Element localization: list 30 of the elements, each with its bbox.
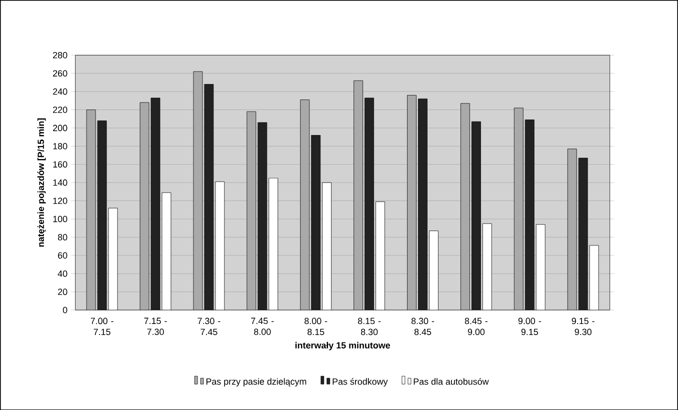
y-tick-label: 20: [58, 288, 68, 295]
x-tick-label: 8.45 - 9.00: [464, 318, 488, 335]
x-tick-label: 9.00 - 9.15: [518, 318, 541, 335]
y-tick-label: 180: [53, 142, 68, 150]
y-tick-label: 60: [58, 252, 68, 258]
y-tick-label: 220: [53, 106, 68, 113]
y-tick-label: 140: [53, 179, 68, 186]
x-tick-label: 7.45 - 8.00: [251, 318, 274, 335]
y-tick-label: 200: [53, 124, 68, 132]
y-axis-title: natężenie pojazdów [P/15 min]: [37, 118, 46, 247]
x-tick-label: 8.15 - 8.30: [358, 318, 381, 335]
x-tick-label: 8.00 - 8.15: [304, 318, 328, 335]
y-tick-label: 0: [62, 306, 68, 314]
x-tick-label: 7.15 - 7.30: [144, 318, 167, 335]
y-tick-label: 260: [53, 70, 68, 76]
y-tick-label: 100: [53, 216, 68, 222]
legend-label: Pas przy pasie dzielącym: [206, 378, 306, 386]
y-tick-label: 120: [53, 197, 68, 204]
x-tick-label: 7.30 - 7.45: [198, 318, 220, 335]
y-tick-label: 240: [53, 88, 68, 95]
x-tick-label: 7.00 - 7.15: [90, 318, 114, 335]
x-tick-label: 9.15 - 9.30: [572, 318, 594, 335]
legend-label: Pas środkowy: [332, 378, 388, 386]
x-axis-title: interwały 15 minutowe: [295, 342, 390, 350]
x-tick-label: 8.30 - 8.45: [411, 318, 434, 335]
y-tick-label: 40: [58, 270, 68, 277]
y-tick-label: 80: [58, 234, 68, 240]
legend-label: Pas dla autobusów: [414, 378, 489, 385]
y-tick-label: 160: [53, 161, 68, 168]
y-tick-label: 280: [53, 52, 68, 58]
